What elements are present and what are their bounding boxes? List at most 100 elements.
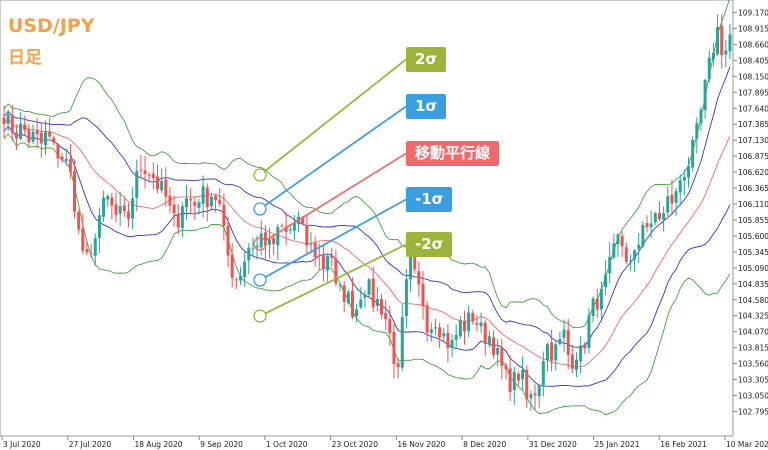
candle-body bbox=[205, 187, 209, 208]
candle bbox=[554, 339, 558, 371]
leader-line bbox=[264, 152, 407, 242]
candle bbox=[657, 201, 661, 222]
candle bbox=[653, 211, 657, 226]
candle-body bbox=[604, 274, 608, 288]
candle bbox=[201, 175, 205, 218]
candle bbox=[350, 277, 354, 319]
candle-body bbox=[388, 319, 392, 334]
y-tick-label: 107.385 bbox=[738, 120, 768, 129]
candle-body bbox=[409, 255, 413, 280]
candle-body bbox=[2, 117, 6, 124]
leader-circle bbox=[253, 309, 267, 323]
y-tick-label: 104.580 bbox=[738, 296, 768, 305]
candle-body bbox=[110, 197, 114, 206]
candle-body bbox=[209, 196, 213, 207]
candle-body bbox=[678, 180, 682, 193]
candle bbox=[475, 315, 479, 332]
annotation-moving-average: 移動平行線 bbox=[406, 141, 500, 166]
candle-body bbox=[483, 322, 487, 344]
candle bbox=[276, 224, 280, 260]
candle bbox=[43, 120, 47, 155]
candle-body bbox=[81, 228, 85, 251]
candle-body bbox=[243, 261, 247, 277]
candle-body bbox=[338, 284, 342, 286]
candle bbox=[326, 253, 330, 282]
candle-body bbox=[446, 332, 450, 349]
timeframe-label: 日足 bbox=[8, 48, 42, 68]
candle bbox=[525, 365, 529, 408]
candle bbox=[247, 243, 251, 275]
candle-body bbox=[695, 123, 699, 139]
candle bbox=[380, 293, 384, 320]
candle bbox=[64, 148, 68, 166]
x-tick-label: 10 Mar 2021 bbox=[726, 440, 768, 449]
candle bbox=[371, 266, 375, 312]
y-tick-label: 104.325 bbox=[738, 312, 768, 321]
candle-body bbox=[189, 198, 193, 201]
x-tick-label: 23 Oct 2020 bbox=[332, 440, 379, 449]
candle-body bbox=[222, 204, 226, 227]
candle-body bbox=[458, 320, 462, 337]
candle-body bbox=[421, 283, 425, 307]
candle bbox=[720, 14, 724, 69]
candle-body bbox=[363, 294, 367, 298]
candle-body bbox=[608, 256, 612, 274]
candle bbox=[628, 254, 632, 271]
y-tick-label: 105.090 bbox=[738, 264, 768, 273]
candle-body bbox=[537, 385, 541, 397]
candle-body bbox=[591, 298, 595, 317]
candle bbox=[97, 207, 101, 253]
candle bbox=[106, 194, 110, 207]
candle bbox=[687, 157, 691, 188]
candle bbox=[649, 210, 653, 239]
candle-body bbox=[450, 340, 454, 348]
candle bbox=[35, 118, 39, 149]
candle-body bbox=[77, 212, 81, 230]
candle bbox=[164, 167, 168, 207]
candle bbox=[122, 196, 126, 218]
candle bbox=[6, 110, 10, 132]
candle bbox=[160, 168, 164, 194]
candle-body bbox=[330, 255, 334, 258]
candle-body bbox=[263, 232, 267, 246]
y-tick-label: 104.835 bbox=[738, 280, 768, 289]
candle bbox=[118, 191, 122, 226]
candle-body bbox=[649, 223, 653, 228]
y-tick-label: 104.070 bbox=[738, 328, 768, 337]
candle bbox=[512, 366, 516, 405]
candle bbox=[450, 334, 454, 358]
candle bbox=[155, 164, 159, 194]
candle bbox=[375, 286, 379, 312]
y-tick-label: 106.875 bbox=[738, 152, 768, 161]
candle-body bbox=[375, 299, 379, 306]
candle-body bbox=[674, 191, 678, 203]
candle bbox=[467, 305, 471, 337]
candle-body bbox=[699, 110, 703, 124]
candle-body bbox=[234, 279, 238, 281]
y-tick-label: 105.600 bbox=[738, 232, 768, 241]
candle bbox=[39, 122, 43, 158]
candle bbox=[500, 338, 504, 380]
candle-body bbox=[413, 256, 417, 270]
candle-body bbox=[276, 227, 280, 246]
candle-body bbox=[64, 158, 68, 161]
candle-body bbox=[471, 312, 475, 322]
y-tick-label: 105.855 bbox=[738, 216, 768, 225]
candle bbox=[604, 260, 608, 295]
x-tick-label: 25 Jan 2021 bbox=[595, 440, 640, 449]
candle-body bbox=[620, 235, 624, 247]
candle-body bbox=[392, 332, 396, 364]
candle-body bbox=[201, 186, 205, 204]
candle bbox=[23, 115, 27, 135]
candle-body bbox=[462, 320, 466, 332]
candle bbox=[68, 144, 72, 179]
candle bbox=[633, 248, 637, 273]
candle-body bbox=[711, 52, 715, 60]
candle bbox=[711, 42, 715, 67]
candle-body bbox=[147, 174, 151, 176]
candle-body bbox=[126, 211, 130, 219]
candle-body bbox=[516, 373, 520, 381]
plot-area bbox=[0, 0, 734, 437]
candle-body bbox=[176, 214, 180, 228]
